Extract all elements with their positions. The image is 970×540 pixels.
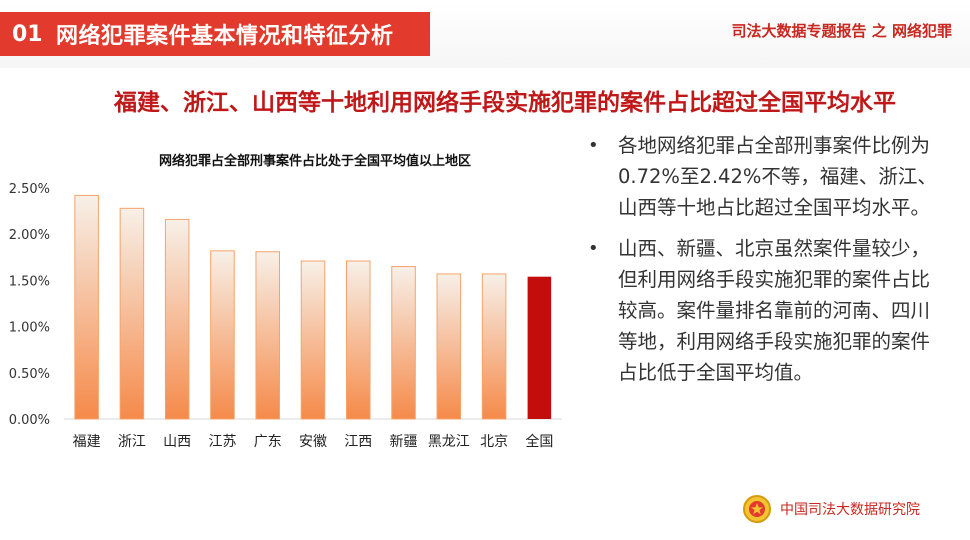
- x-tick-label: 山西: [163, 434, 191, 450]
- y-tick-label: 0.50%: [9, 367, 50, 382]
- y-tick-label: 2.50%: [9, 182, 50, 197]
- x-tick-label: 浙江: [118, 434, 146, 450]
- court-emblem-icon: [743, 495, 771, 523]
- bullet-item: • 山西、新疆、北京虽然案件量较少，但利用网络手段实施犯罪的案件占比较高。案件量…: [588, 233, 948, 388]
- bullet-item: • 各地网络犯罪占全部刑事案件比例为0.72%至2.42%不等，福建、浙江、山西…: [588, 130, 948, 223]
- bar: [346, 260, 371, 420]
- footer: 中国司法大数据研究院: [742, 494, 920, 524]
- bullet-list: • 各地网络犯罪占全部刑事案件比例为0.72%至2.42%不等，福建、浙江、山西…: [588, 130, 948, 398]
- bullet-text: 各地网络犯罪占全部刑事案件比例为0.72%至2.42%不等，福建、浙江、山西等十…: [618, 134, 937, 219]
- section-title: 网络犯罪案件基本情况和特征分析: [56, 24, 394, 49]
- y-tick-label: 0.00%: [9, 413, 50, 428]
- x-tick-label: 新疆: [390, 434, 418, 450]
- bar: [255, 251, 280, 420]
- headline-wrap: 福建、浙江、山西等十地利用网络手段实施犯罪的案件占比超过全国平均水平: [0, 83, 970, 117]
- y-tick-label: 2.00%: [9, 228, 50, 243]
- bar: [481, 273, 507, 420]
- bar-series: [74, 194, 552, 420]
- organization-name: 中国司法大数据研究院: [780, 502, 920, 518]
- y-tick-label: 1.00%: [9, 321, 50, 336]
- bar: [210, 250, 235, 420]
- bullet-text: 山西、新疆、北京虽然案件量较少，但利用网络手段实施犯罪的案件占比较高。案件量排名…: [618, 237, 931, 384]
- x-tick-label: 黑龙江: [428, 434, 470, 450]
- x-tick-label: 福建: [73, 434, 101, 450]
- bar: [527, 276, 552, 419]
- slide-headline: 福建、浙江、山西等十地利用网络手段实施犯罪的案件占比超过全国平均水平: [114, 90, 896, 116]
- bar: [436, 273, 462, 420]
- x-axis-labels: 福建 浙江 山西 江苏 广东 安徽 江西 新疆 黑龙江 北京 全国: [73, 433, 554, 450]
- bar-chart: 0.00% 0.50% 1.00% 1.50% 2.00% 2.50% 福建 浙江 山西 江苏 广…: [9, 182, 562, 450]
- x-tick-label: 江苏: [208, 434, 236, 450]
- bar: [164, 218, 190, 420]
- bullet-marker: •: [588, 238, 599, 259]
- section-number: 01: [12, 21, 43, 47]
- bar: [300, 260, 326, 420]
- x-tick-label: 安徽: [299, 434, 327, 450]
- report-tag: 司法大数据专题报告 之 网络犯罪: [731, 22, 952, 40]
- bullet-marker: •: [588, 135, 599, 156]
- x-tick-label: 北京: [480, 434, 508, 450]
- x-tick-label: 全国: [525, 433, 553, 450]
- x-tick-label: 江西: [344, 434, 372, 450]
- x-tick-label: 广东: [254, 434, 282, 450]
- chart-title: 网络犯罪占全部刑事案件占比处于全国平均值以上地区: [158, 154, 471, 169]
- bar: [119, 207, 145, 420]
- y-tick-label: 1.50%: [9, 274, 50, 289]
- section-title-badge: 01 网络犯罪案件基本情况和特征分析: [0, 12, 430, 56]
- bar: [74, 194, 99, 420]
- bar: [391, 266, 416, 420]
